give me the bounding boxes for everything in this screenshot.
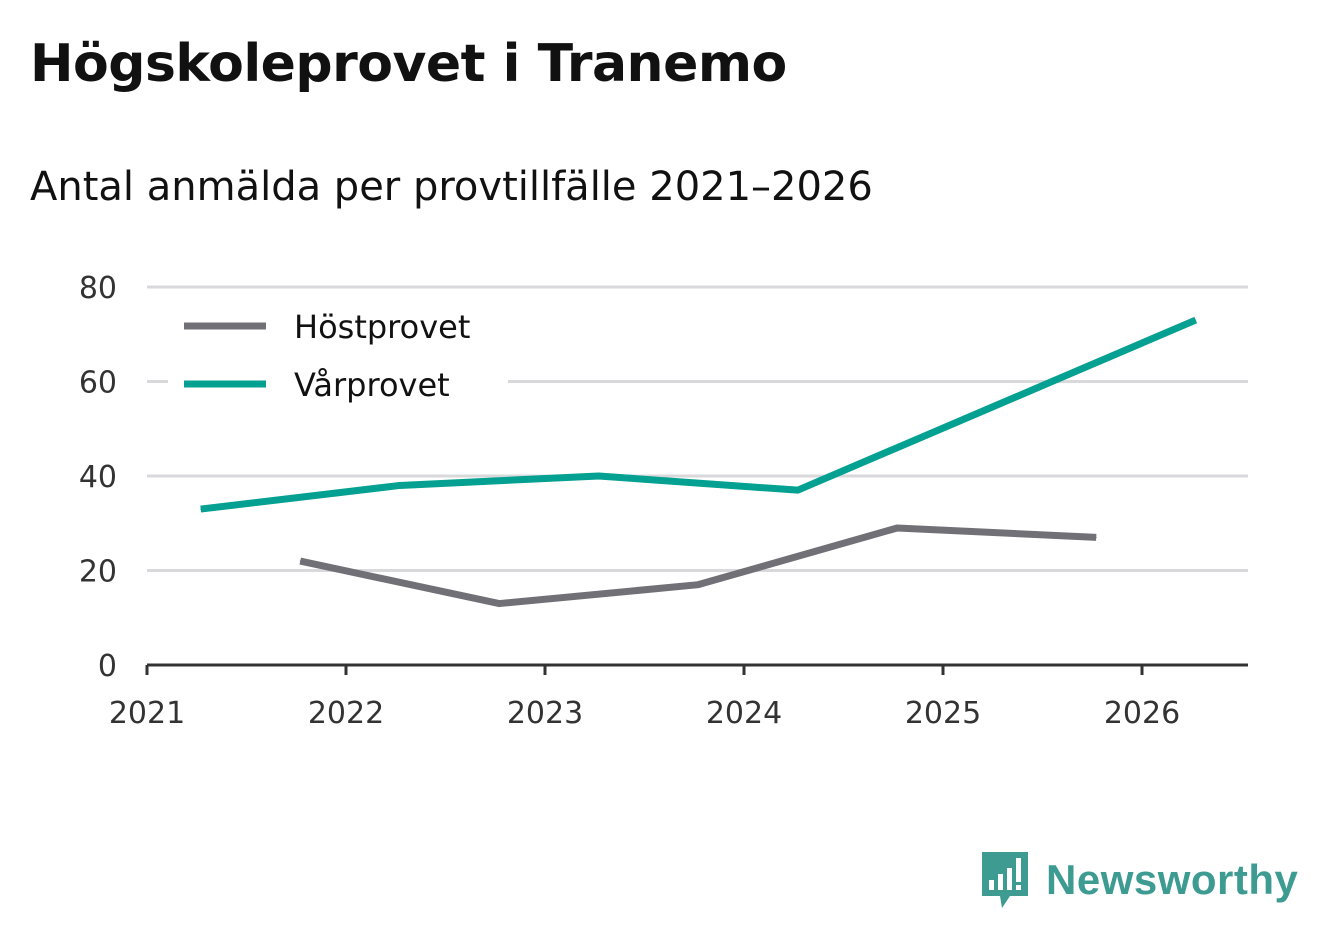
data-point <box>299 560 301 562</box>
data-point <box>1095 536 1097 538</box>
series-lines <box>200 316 1198 608</box>
y-axis-ticks: 0 20 40 60 80 <box>79 271 117 684</box>
brand-name: Newsworthy <box>1046 856 1299 903</box>
data-point <box>996 404 998 406</box>
y-tick-label: 40 <box>79 460 117 495</box>
data-point <box>697 584 699 586</box>
y-tick-label: 0 <box>98 649 117 684</box>
data-point <box>598 475 600 477</box>
chart-subtitle: Antal anmälda per provtillfälle 2021–202… <box>30 164 873 210</box>
y-tick-label: 60 <box>79 366 117 401</box>
x-tick-label: 2022 <box>308 696 384 731</box>
legend-label: Vårprovet <box>294 366 450 404</box>
x-tick-label: 2021 <box>109 696 185 731</box>
newsworthy-logo-icon <box>982 852 1028 908</box>
data-point <box>498 603 500 605</box>
x-axis: 2021 2022 2023 2024 2025 2026 <box>109 663 1248 731</box>
legend-label: Höstprovet <box>294 308 470 346</box>
data-point <box>797 489 799 491</box>
line-chart: 0 20 40 60 80 2021 2022 2023 2024 2025 2026 Höstp… <box>79 271 1248 731</box>
y-tick-label: 80 <box>79 271 117 306</box>
legend: Höstprovet Vårprovet <box>168 298 508 416</box>
data-point <box>896 527 898 529</box>
data-point <box>200 508 202 510</box>
x-tick-label: 2023 <box>507 696 583 731</box>
x-tick-label: 2026 <box>1104 696 1180 731</box>
series-line-1 <box>299 524 1097 608</box>
x-tick-label: 2024 <box>706 696 782 731</box>
y-tick-label: 20 <box>79 555 117 590</box>
data-point <box>399 484 401 486</box>
newsworthy-logo: Newsworthy <box>980 850 1298 910</box>
x-tick-label: 2025 <box>905 696 981 731</box>
legend-background <box>168 298 508 416</box>
chart-title: Högskoleprovet i Tranemo <box>30 34 787 94</box>
data-point <box>1195 319 1197 321</box>
series-line-2 <box>200 316 1198 513</box>
